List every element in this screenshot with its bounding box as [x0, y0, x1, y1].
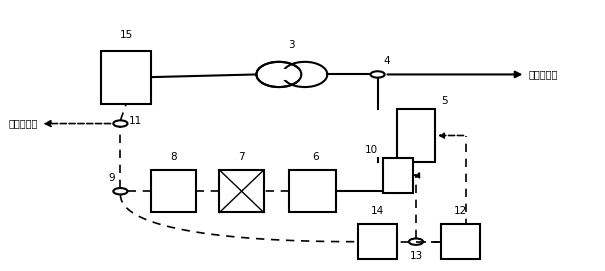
Bar [358, 224, 397, 259]
Bar [220, 170, 264, 212]
Circle shape [266, 69, 291, 80]
Text: 10: 10 [364, 146, 378, 155]
Text: 5: 5 [441, 96, 448, 106]
Text: 12: 12 [454, 207, 467, 217]
Text: 15: 15 [120, 30, 133, 40]
Text: 13: 13 [410, 251, 423, 261]
Bar [397, 109, 435, 162]
Text: 7: 7 [238, 152, 245, 162]
Text: 8: 8 [171, 152, 177, 162]
Bar [101, 51, 151, 104]
Circle shape [278, 68, 306, 80]
Bar [289, 170, 336, 212]
Text: 14: 14 [371, 207, 384, 217]
Bar [151, 170, 196, 212]
Bar [384, 158, 413, 193]
Text: 光信号输出: 光信号输出 [528, 69, 558, 79]
Text: 3: 3 [289, 40, 295, 50]
Text: 11: 11 [129, 116, 143, 126]
Text: 4: 4 [384, 56, 390, 66]
Bar [441, 224, 480, 259]
Text: 9: 9 [108, 173, 114, 183]
Text: 6: 6 [312, 152, 319, 162]
Text: 电信号输出: 电信号输出 [8, 118, 38, 128]
